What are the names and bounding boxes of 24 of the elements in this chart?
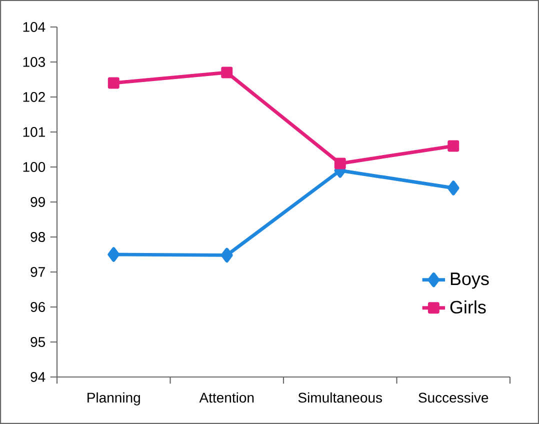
point xyxy=(108,247,120,262)
legend-label: Girls xyxy=(450,300,486,314)
y-tick-label: 100 xyxy=(23,162,46,172)
x-tick-label: Attention xyxy=(199,392,254,403)
point xyxy=(448,140,460,152)
y-tick-label: 96 xyxy=(30,302,46,312)
y-tick-label: 97 xyxy=(30,267,45,277)
x-tick-label: Planning xyxy=(88,392,140,406)
point xyxy=(220,248,233,263)
y-tick-label: 95 xyxy=(30,337,46,347)
point xyxy=(221,66,233,78)
y-tick-label: 99 xyxy=(30,197,45,207)
y-tick-label: 102 xyxy=(23,92,45,102)
x-tick-label: Simultaneous xyxy=(298,392,382,403)
point xyxy=(108,77,120,89)
point xyxy=(334,158,346,170)
y-tick-label: 101 xyxy=(23,127,45,137)
y-tick-label: 104 xyxy=(23,22,46,32)
y-tick-label: 103 xyxy=(23,57,46,67)
legend-label: Boys xyxy=(450,272,489,289)
y-tick-label: 94 xyxy=(30,372,46,382)
x-tick-label: Successive xyxy=(418,392,488,403)
y-tick-label: 98 xyxy=(30,232,46,242)
point xyxy=(447,180,460,196)
